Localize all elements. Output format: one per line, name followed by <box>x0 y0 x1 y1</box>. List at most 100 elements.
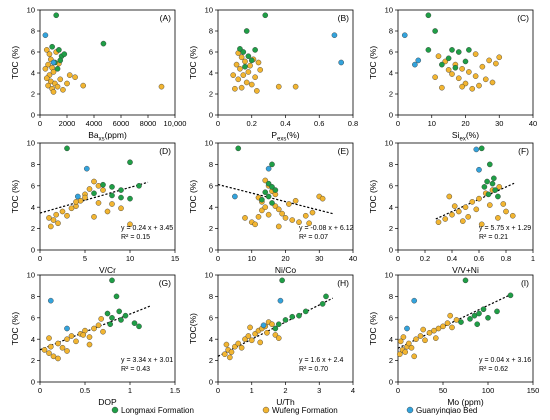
point-wufeng-formation <box>449 71 455 77</box>
regression-equation: y = 0.24 x + 3.45 <box>121 225 173 232</box>
trendline <box>39 181 149 214</box>
point-wufeng-formation <box>426 329 433 336</box>
y-tick-label: 4 <box>209 69 213 78</box>
x-tick-label: 150 <box>527 386 540 395</box>
point-wufeng-formation <box>232 85 238 92</box>
y-tick-label: 2 <box>31 356 35 365</box>
point-longmaxi-formation <box>492 187 499 193</box>
y-axis-title: TOC (%) <box>10 312 20 346</box>
point-longmaxi-formation <box>91 190 97 197</box>
point-wufeng-formation <box>469 85 476 92</box>
point-wufeng-formation <box>440 323 446 330</box>
point-wufeng-formation <box>445 67 452 73</box>
x-tick-label: 0 <box>38 386 42 395</box>
y-tick-label: 8 <box>389 160 393 169</box>
x-tick-label: 0 <box>396 254 400 263</box>
point-wufeng-formation <box>248 337 255 344</box>
point-wufeng-formation <box>476 82 482 89</box>
point-longmaxi-formation <box>478 145 485 152</box>
point-wufeng-formation <box>242 58 248 65</box>
y-tick-label: 6 <box>31 181 35 190</box>
point-wufeng-formation <box>422 337 428 344</box>
panel-tag: (E) <box>338 146 350 156</box>
point-longmaxi-formation <box>485 191 492 198</box>
point-guanyinqiao-bed <box>75 193 81 200</box>
point-longmaxi-formation <box>481 184 488 190</box>
legend-marker <box>406 406 414 414</box>
r-squared: R² = 0.62 <box>479 366 508 373</box>
x-axis-title: Ni/Co <box>275 265 297 275</box>
y-tick-label: 6 <box>209 48 213 57</box>
point-longmaxi-formation <box>262 12 269 19</box>
point-longmaxi-formation <box>118 194 124 201</box>
regression-equation: y = 5.75 x + 1.29 <box>479 225 531 232</box>
x-axis-title: Pexs(%) <box>271 130 299 143</box>
y-tick-label: 8 <box>31 292 35 301</box>
point-guanyinqiao-bed <box>411 297 418 304</box>
point-wufeng-formation <box>86 186 93 192</box>
point-guanyinqiao-bed <box>338 59 344 66</box>
point-wufeng-formation <box>64 212 70 219</box>
point-wufeng-formation <box>439 84 445 91</box>
y-tick-label: 10 <box>385 139 393 148</box>
point-longmaxi-formation <box>122 312 129 319</box>
point-wufeng-formation <box>46 335 52 341</box>
panel-c: 0 10 20 30 40 0 2 4 6 8 10 TOC (%) Siex(%) (C) <box>368 6 537 143</box>
point-wufeng-formation <box>247 62 253 69</box>
point-longmaxi-formation <box>107 321 113 328</box>
point-longmaxi-formation <box>53 12 60 19</box>
x-tick-label: 40 <box>529 119 537 128</box>
y-tick-label: 2 <box>389 356 393 365</box>
point-guanyinqiao-bed <box>412 61 418 68</box>
point-longmaxi-formation <box>486 161 493 168</box>
y-tick-label: 0 <box>31 378 35 387</box>
point-wufeng-formation <box>252 331 258 337</box>
regression-equation: y = -0.08 x + 6.12 <box>299 225 354 232</box>
x-tick-label: 3 <box>317 386 321 395</box>
point-wufeng-formation <box>91 325 97 332</box>
point-longmaxi-formation <box>425 47 432 53</box>
r-squared: R² = 0.43 <box>121 366 150 373</box>
x-axis-title: DOP <box>98 397 117 407</box>
panel-tag: (H) <box>337 278 349 288</box>
point-wufeng-formation <box>413 336 419 343</box>
point-wufeng-formation <box>459 66 465 72</box>
point-longmaxi-formation <box>484 178 490 185</box>
point-wufeng-formation <box>466 69 472 75</box>
point-wufeng-formation <box>45 82 51 89</box>
point-wufeng-formation <box>496 54 503 61</box>
point-wufeng-formation <box>80 82 86 89</box>
y-axis-title: TOC (%) <box>368 180 378 214</box>
point-longmaxi-formation <box>243 28 250 34</box>
regression-equation: y = 3.34 x + 3.01 <box>121 357 173 364</box>
panel-tag: (C) <box>517 13 529 23</box>
point-wufeng-formation <box>435 53 442 60</box>
y-tick-label: 2 <box>209 224 213 233</box>
y-tick-label: 4 <box>389 203 393 212</box>
point-wufeng-formation <box>432 335 439 341</box>
point-wufeng-formation <box>405 340 412 347</box>
y-tick-label: 10 <box>27 6 35 15</box>
point-longmaxi-formation <box>439 61 445 68</box>
point-wufeng-formation <box>262 204 269 210</box>
point-wufeng-formation <box>48 343 54 350</box>
x-tick-label: 1 <box>531 254 535 263</box>
x-tick-label: 0 <box>38 119 42 128</box>
point-longmaxi-formation <box>61 51 68 57</box>
x-tick-label: 0.5 <box>80 386 90 395</box>
point-wufeng-formation <box>242 215 248 221</box>
point-wufeng-formation <box>435 325 442 332</box>
point-wufeng-formation <box>59 208 66 215</box>
point-longmaxi-formation <box>466 47 472 53</box>
point-guanyinqiao-bed <box>50 59 57 66</box>
point-longmaxi-formation <box>269 200 275 206</box>
point-wufeng-formation <box>442 216 449 222</box>
y-tick-label: 0 <box>389 111 393 120</box>
point-wufeng-formation <box>50 69 57 75</box>
x-tick-label: 0.4 <box>447 254 457 263</box>
point-wufeng-formation <box>279 210 285 217</box>
point-wufeng-formation <box>238 54 245 61</box>
point-wufeng-formation <box>509 212 516 219</box>
panel-i: 0 50 100 150 0 2 4 6 8 10 TOC (%) Mo (ppm) (I) y = 0.… <box>368 271 539 407</box>
